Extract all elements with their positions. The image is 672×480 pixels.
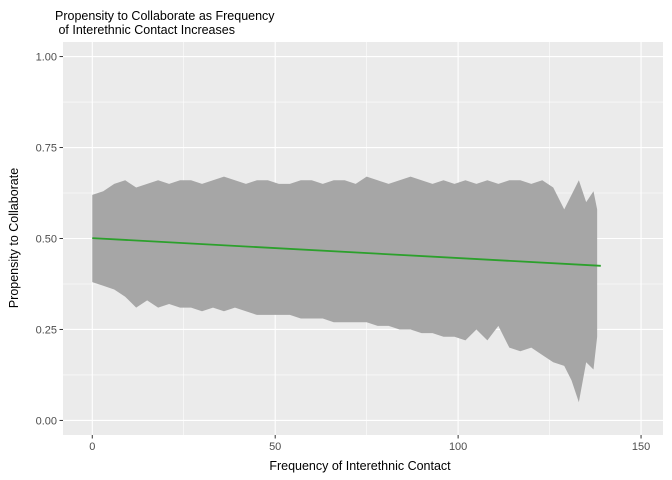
x-tick-label: 0 <box>89 441 95 453</box>
x-tick-label: 50 <box>269 441 281 453</box>
y-tick-label: 0.50 <box>36 234 57 246</box>
y-tick-label: 0.00 <box>36 415 57 427</box>
y-tick-label: 1.00 <box>36 52 57 64</box>
fitted-line <box>92 237 601 267</box>
x-tick-label: 150 <box>632 441 650 453</box>
chart-title-line-2: of Interethnic Contact Increases <box>55 23 235 37</box>
y-tick-label: 0.75 <box>36 143 57 155</box>
y-axis: 0.00 0.25 0.50 0.75 1.00 <box>36 52 63 427</box>
y-axis-title: Propensity to Collaborate <box>7 168 21 308</box>
x-axis: 0 50 100 150 <box>89 435 650 453</box>
y-tick-label: 0.25 <box>36 324 57 336</box>
series-layer <box>92 176 601 403</box>
confidence-ribbon <box>92 176 598 403</box>
x-axis-title: Frequency of Interethnic Contact <box>269 459 451 473</box>
x-tick-label: 100 <box>449 441 467 453</box>
chart-title-line-1: Propensity to Collaborate as Frequency <box>55 9 275 23</box>
